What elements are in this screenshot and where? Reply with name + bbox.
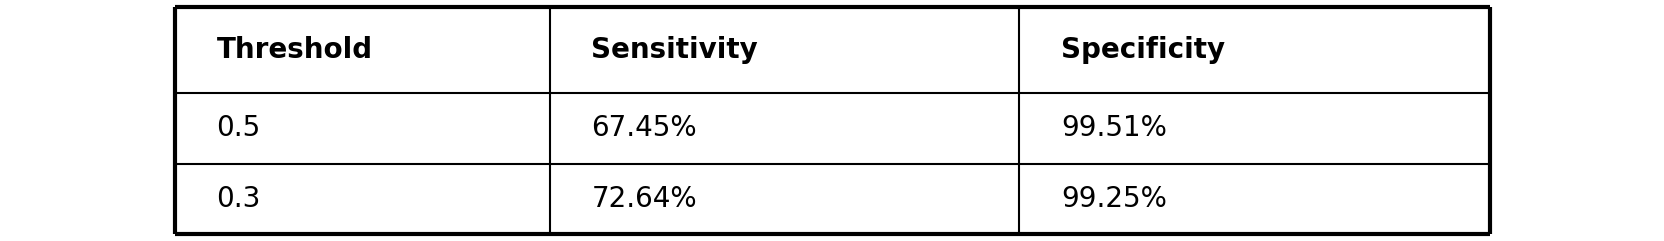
Text: 67.45%: 67.45%	[591, 114, 697, 142]
Text: 99.51%: 99.51%	[1060, 114, 1166, 142]
Text: Threshold: Threshold	[216, 36, 373, 64]
Text: 99.25%: 99.25%	[1060, 185, 1166, 213]
Text: Sensitivity: Sensitivity	[591, 36, 757, 64]
Text: 72.64%: 72.64%	[591, 185, 697, 213]
Text: 0.3: 0.3	[216, 185, 261, 213]
Text: Specificity: Specificity	[1060, 36, 1225, 64]
Text: 0.5: 0.5	[216, 114, 261, 142]
